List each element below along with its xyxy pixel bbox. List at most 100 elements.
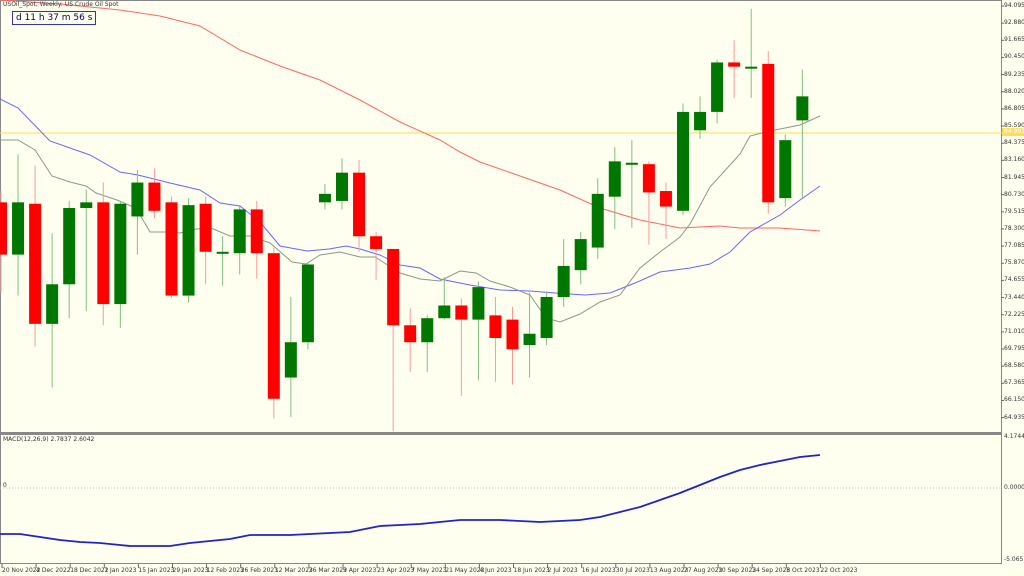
bull-candle	[182, 205, 195, 296]
price-axis-label: 67.365	[1004, 379, 1024, 387]
price-axis-label: 77.085	[1004, 242, 1024, 250]
bull-candle	[336, 172, 348, 201]
bear-candle	[353, 172, 366, 237]
bull-candle	[301, 264, 314, 343]
bull-candle	[540, 297, 553, 338]
bear-candle	[148, 182, 161, 211]
price-axis-label: 69.795	[1004, 345, 1024, 352]
bull-candle	[694, 111, 707, 131]
bull-candle	[12, 202, 25, 255]
bar-countdown-timer: d 11 h 37 m 56 s	[12, 11, 97, 25]
time-axis-label: 1 Jan 2023	[104, 567, 137, 574]
bull-candle	[472, 287, 485, 320]
price-axis-label: 73.440	[1004, 293, 1024, 301]
time-axis-label: 15 Jan 2023	[138, 567, 175, 574]
bull-candle	[216, 251, 229, 254]
time-axis-label: 4 Jun 2023	[479, 567, 512, 574]
time-axis-label: 13 Aug 2023	[649, 567, 689, 574]
bear-candle	[728, 62, 741, 67]
bear-candle	[762, 63, 775, 203]
bull-candle	[233, 209, 246, 254]
bull-candle	[557, 265, 570, 298]
bull-candle	[131, 182, 144, 217]
bull-candle	[745, 66, 758, 69]
price-axis-label: 72.225	[1004, 310, 1024, 318]
price-axis-label: 94.095	[1004, 2, 1024, 9]
bull-candle	[114, 203, 127, 305]
time-axis-label: 16 Jul 2023	[581, 567, 616, 574]
time-axis-label: 18 Dec 2022	[70, 567, 109, 574]
bull-candle	[438, 305, 451, 319]
time-axis-ticks	[1, 564, 821, 568]
time-axis-label: 23 Apr 2023	[377, 567, 415, 574]
bear-candle	[659, 191, 672, 207]
bull-candle	[318, 193, 331, 203]
time-axis-label: 9 Apr 2023	[343, 567, 377, 574]
bull-candle	[677, 111, 689, 211]
price-axis-label: 74.655	[1004, 276, 1024, 284]
time-axis-label: 7 May 2023	[411, 567, 447, 574]
price-axis-label: 86.805	[1004, 104, 1024, 112]
bull-candle	[284, 342, 297, 378]
time-axis-label: 24 Sep 2023	[752, 567, 791, 574]
current-price-tag: 84.993	[1002, 128, 1024, 136]
bear-candle	[489, 315, 502, 338]
time-axis-label: 30 Jul 2023	[615, 567, 650, 574]
price-axis-label: 84.375	[1004, 139, 1024, 147]
ma-fast-line	[0, 115, 821, 323]
bear-candle	[0, 202, 7, 255]
price-axis-label: 89.235	[1004, 70, 1024, 78]
time-axis-label: 26 Mar 2023	[308, 567, 347, 574]
time-axis-label: 26 Feb 2023	[240, 567, 279, 574]
bull-candle	[625, 162, 638, 165]
bull-candle	[46, 284, 59, 324]
bull-candle	[574, 239, 587, 271]
ma-mid-line	[0, 98, 821, 296]
price-axis-ticks	[1001, 5, 1004, 419]
bear-candle	[455, 305, 468, 320]
price-axis-label: 92.880	[1004, 19, 1024, 27]
macd-axis-label: 4.1744	[1004, 433, 1024, 440]
time-axis-label: 27 Aug 2023	[684, 567, 723, 574]
time-axis-label: 20 Nov 2022	[2, 567, 41, 574]
macd-axis-label: 0.0000	[1004, 484, 1024, 491]
time-axis-label: 22 Oct 2023	[820, 567, 858, 574]
bull-candle	[591, 193, 604, 248]
price-axis-label: 88.020	[1004, 87, 1024, 95]
bull-candle	[523, 333, 536, 346]
price-axis-label: 78.300	[1004, 224, 1024, 232]
bear-candle	[642, 164, 655, 193]
time-axis-label: 4 Dec 2022	[36, 567, 71, 574]
time-axis-label: 12 Feb 2023	[206, 567, 244, 574]
time-axis-label: 8 Oct 2023	[786, 567, 820, 574]
bull-candle	[779, 140, 792, 199]
price-axis-label: 75.870	[1004, 259, 1024, 267]
chart-title: USOil_Spot, Weekly: US Crude Oil Spot	[3, 1, 119, 8]
bull-candle	[80, 202, 93, 208]
price-axis-label: 64.935	[1004, 413, 1024, 421]
price-axis-label: 81.945	[1004, 173, 1024, 181]
bull-candle	[63, 207, 76, 285]
bull-candle	[608, 161, 621, 197]
bear-candle	[29, 203, 42, 324]
bear-candle	[250, 209, 263, 254]
bull-candle	[711, 62, 724, 112]
ma-slow-line	[0, 0, 821, 232]
price-axis-label: 71.010	[1004, 327, 1024, 335]
bear-candle	[199, 203, 212, 252]
price-axis-label: 66.150	[1004, 396, 1024, 404]
macd-line	[0, 454, 821, 547]
price-axis-label: 90.450	[1004, 53, 1024, 61]
time-axis-label: 18 Jun 2023	[513, 567, 550, 574]
macd-pane-frame	[0, 434, 1002, 564]
price-axis-label: 91.665	[1004, 36, 1024, 44]
bull-candle	[421, 318, 434, 343]
bear-candle	[404, 325, 417, 343]
time-axis-label: 21 May 2023	[445, 567, 485, 574]
bear-candle	[506, 319, 519, 350]
macd-indicator-label: MACD(12,26,9) 2.7837 2.6042	[3, 436, 95, 443]
macd-axis-label: -5.0651	[1004, 556, 1024, 563]
time-axis-label: 29 Jan 2023	[172, 567, 209, 574]
bear-candle	[370, 236, 383, 249]
